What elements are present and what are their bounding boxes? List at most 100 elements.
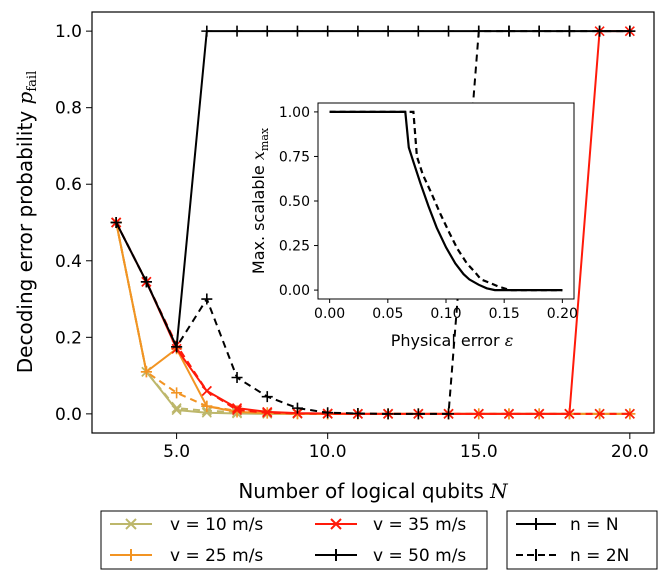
- main-ticks: 5.0 10.0 15.0 20.0 0.0 0.2 0.4 0.6 0.8 1.0: [55, 22, 649, 462]
- main-series-7-point: [140, 276, 152, 288]
- main-y-tick-label: 0.2: [55, 328, 82, 348]
- inset-y-label-sub: max: [258, 127, 271, 151]
- main-y-label-sub: fail: [25, 71, 40, 92]
- main-series-5-point: [503, 408, 515, 419]
- main-series-5-point: [624, 408, 635, 419]
- main-series: [110, 25, 636, 420]
- main-series-5-point: [231, 404, 243, 416]
- main-series-7-point: [473, 25, 485, 37]
- main-x-tick-label: 5.0: [163, 442, 190, 462]
- main-series-6-point: [261, 25, 273, 37]
- main-y-axis-label: Decoding error probability pfail: [13, 71, 40, 373]
- main-series-7-line: [115, 30, 630, 415]
- inset-x-label-text: Physical error: [391, 331, 500, 350]
- main-x-label-var: N: [489, 479, 509, 503]
- main-x-axis-label: Number of logical qubits N: [238, 479, 509, 503]
- inset-ticks: 0.00 0.05 0.10 0.15 0.20 0.00 0.25 0.50 0.75 1.00: [279, 105, 578, 322]
- inset-x-tick-label: 0.10: [430, 306, 461, 322]
- inset-x-tick-label: 0.20: [547, 306, 578, 322]
- inset-y-tick-label: 0.00: [279, 283, 310, 299]
- legend-marker-v35: [330, 518, 342, 530]
- main-y-tick-label: 0.4: [55, 252, 82, 272]
- main-series-0-point: [201, 407, 212, 418]
- main-series-6-point: [412, 25, 424, 37]
- main-series-7-point: [594, 25, 606, 37]
- main-series-3-point: [140, 366, 152, 378]
- inset-series-0-line: [329, 110, 563, 292]
- inset-y-tick-label: 0.75: [279, 149, 310, 165]
- main-series-6-point: [201, 25, 213, 37]
- inset-y-tick-label: 0.50: [279, 194, 310, 210]
- main-series-3-point: [201, 400, 213, 412]
- main-series-7-point: [412, 408, 424, 420]
- main-series-3-point: [171, 387, 183, 399]
- legend-label-n-2N: n = 2N: [570, 546, 629, 566]
- main-series-7-point: [443, 408, 455, 420]
- inset-x-tick-label: 0.05: [372, 306, 403, 322]
- legend-speed: v = 10 m/s v = 25 m/s v = 35 m/s v = 50 …: [100, 510, 488, 570]
- inset-x-axis-label: Physical error ε: [391, 331, 514, 350]
- main-series-5-point: [594, 408, 605, 419]
- main-series-0-point: [171, 404, 182, 416]
- main-series-6-point: [231, 25, 243, 37]
- main-x-tick-label: 15.0: [460, 442, 498, 462]
- inset-y-tick-label: 1.00: [279, 105, 310, 121]
- legend-marker-v25: [125, 549, 137, 561]
- inset-x-tick-label: 0.15: [489, 306, 520, 322]
- inset-plot-frame: [317, 102, 575, 300]
- main-series-6-point: [382, 25, 394, 37]
- main-x-tick-label: 10.0: [309, 442, 347, 462]
- main-series-6-point: [291, 25, 303, 37]
- main-series-7-point: [291, 402, 303, 414]
- legend-style-box: [506, 510, 658, 570]
- legend-marker-v10: [125, 518, 137, 530]
- main-series-7-point: [503, 25, 515, 37]
- main-series-7-point: [171, 341, 183, 353]
- inset-y-tick-label: 0.25: [279, 239, 310, 255]
- main-series-7-point: [382, 408, 394, 420]
- main-y-tick-label: 0.0: [55, 405, 82, 425]
- legend-speed-box: [100, 510, 488, 570]
- main-series-6-point: [352, 25, 364, 37]
- main-series-6-point: [322, 25, 334, 37]
- legend-style: n = N n = 2N: [506, 510, 658, 570]
- main-series-5-point: [473, 408, 484, 419]
- inset-y-axis-label: Max. scalable xmax: [249, 127, 271, 274]
- main-x-label-text: Number of logical qubits: [238, 479, 483, 503]
- main-series-7-point: [352, 407, 364, 419]
- main-y-tick-label: 1.0: [55, 22, 82, 42]
- main-plot: 5.0 10.0 15.0 20.0 0.0 0.2 0.4 0.6 0.8 1.0 Number…: [13, 11, 655, 503]
- main-series-7-point: [231, 372, 243, 384]
- legend-label-n-N: n = N: [570, 515, 619, 535]
- main-y-tick-label: 0.6: [55, 175, 82, 195]
- inset-series: [329, 110, 563, 292]
- main-series-1-point: [171, 403, 182, 414]
- main-series-5-point: [564, 408, 575, 419]
- main-series-7-point: [110, 217, 122, 228]
- main-y-label-text: Decoding error probability: [13, 111, 37, 374]
- main-series-6-point: [443, 25, 455, 37]
- main-plot-frame: [91, 11, 655, 434]
- inset-y-label-text: Max. scalable: [249, 165, 268, 274]
- main-series-7-point: [261, 391, 273, 403]
- inset-plot: 0.00 0.05 0.10 0.15 0.20 0.00 0.25 0.50 0.75 1.00…: [249, 102, 578, 350]
- main-x-tick-label: 20.0: [611, 442, 649, 462]
- inset-series-1-line: [329, 110, 563, 292]
- legend-marker-v50: [330, 549, 342, 561]
- main-series-7-point: [624, 25, 636, 37]
- legend-label-v35: v = 35 m/s: [373, 515, 466, 535]
- main-series-7-point: [322, 407, 334, 419]
- inset-y-label-var: x: [249, 151, 268, 160]
- main-series-7-point: [533, 25, 545, 37]
- main-y-tick-label: 0.8: [55, 99, 82, 119]
- main-series-5-point: [201, 385, 212, 396]
- main-series-5-point: [534, 408, 545, 419]
- main-y-label-var: p: [13, 91, 37, 104]
- inset-x-label-var: ε: [505, 331, 514, 350]
- inset-x-tick-label: 0.00: [314, 306, 345, 322]
- main-series-7-point: [201, 293, 213, 305]
- legend-label-v50: v = 50 m/s: [373, 546, 466, 566]
- legend-label-v25: v = 25 m/s: [170, 546, 263, 566]
- main-series-7-point: [563, 25, 575, 37]
